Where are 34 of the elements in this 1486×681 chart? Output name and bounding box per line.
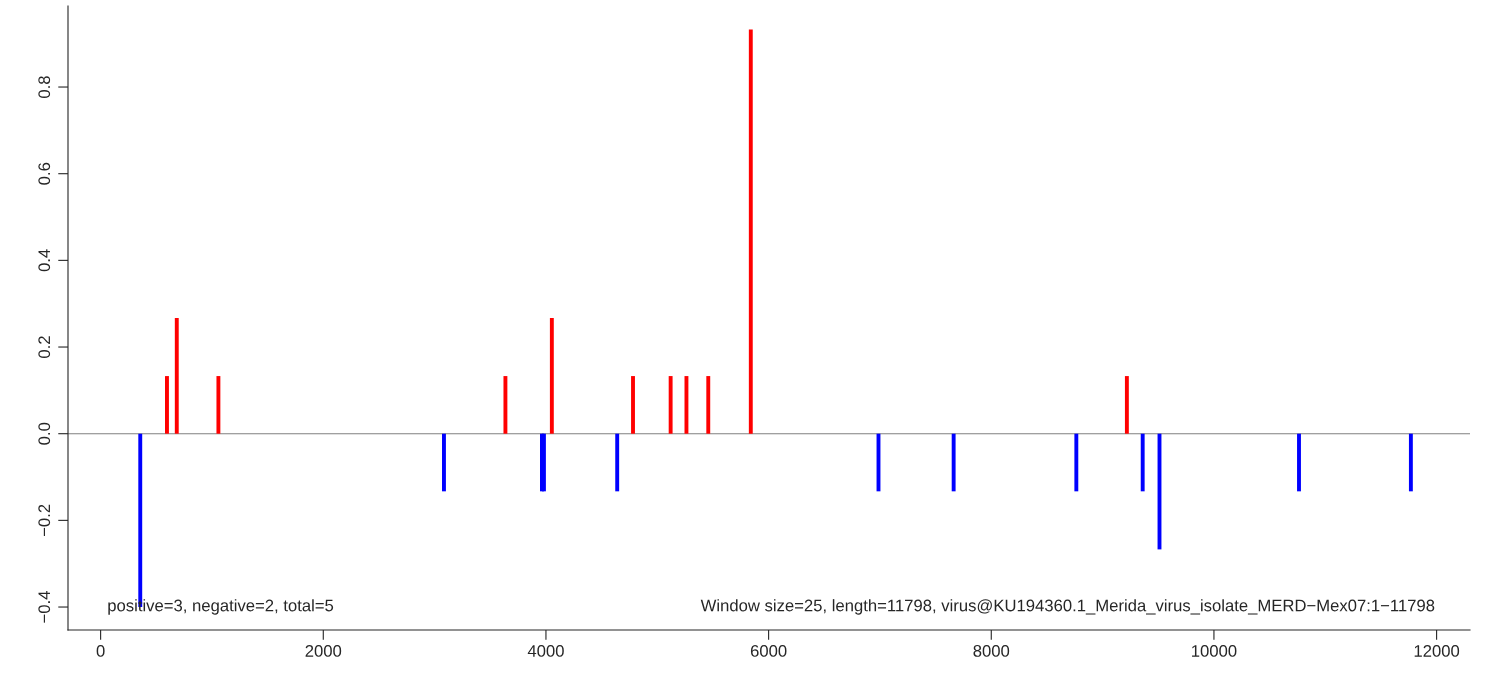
bar [503, 376, 508, 434]
bar [1408, 433, 1413, 492]
bar [165, 376, 169, 434]
x-tick-label: 6000 [750, 645, 787, 657]
bar [1140, 433, 1145, 492]
bar [1074, 433, 1079, 492]
bar [1124, 376, 1129, 434]
bar [549, 318, 554, 434]
annotation: positive=3, negative=2, total=5 [108, 599, 334, 615]
x-tick-label: 2000 [305, 645, 342, 657]
y-tick-label: 0.4 [38, 249, 51, 272]
x-tick-label: 12000 [1414, 645, 1460, 657]
bar [684, 376, 689, 434]
y-tick-label: −0.4 [38, 591, 51, 623]
y-tick-label: 0.6 [38, 162, 51, 185]
bar [1297, 433, 1301, 492]
bar [631, 376, 635, 434]
x-tick-label: 10000 [1192, 645, 1237, 657]
x-tick-label: 4000 [527, 645, 564, 657]
y-tick-label: 0.0 [38, 422, 51, 445]
bar [748, 29, 753, 434]
bar [951, 433, 956, 492]
y-tick-label: −0.2 [38, 504, 51, 536]
y-tick-label: 0.2 [38, 336, 51, 358]
bar [706, 376, 711, 434]
y-tick-label: 0.8 [38, 76, 51, 98]
bar [668, 376, 673, 434]
bar [216, 376, 221, 434]
annotation: Window size=25, length=11798, virus@KU194360.1_Merida_virus_isolate_MERD−Mex07:1−11798 [700, 599, 1435, 615]
bar [615, 433, 620, 492]
bar [174, 318, 179, 434]
bar [442, 433, 446, 492]
x-tick-label: 8000 [973, 645, 1010, 657]
x-tick-label: 0 [96, 645, 105, 657]
